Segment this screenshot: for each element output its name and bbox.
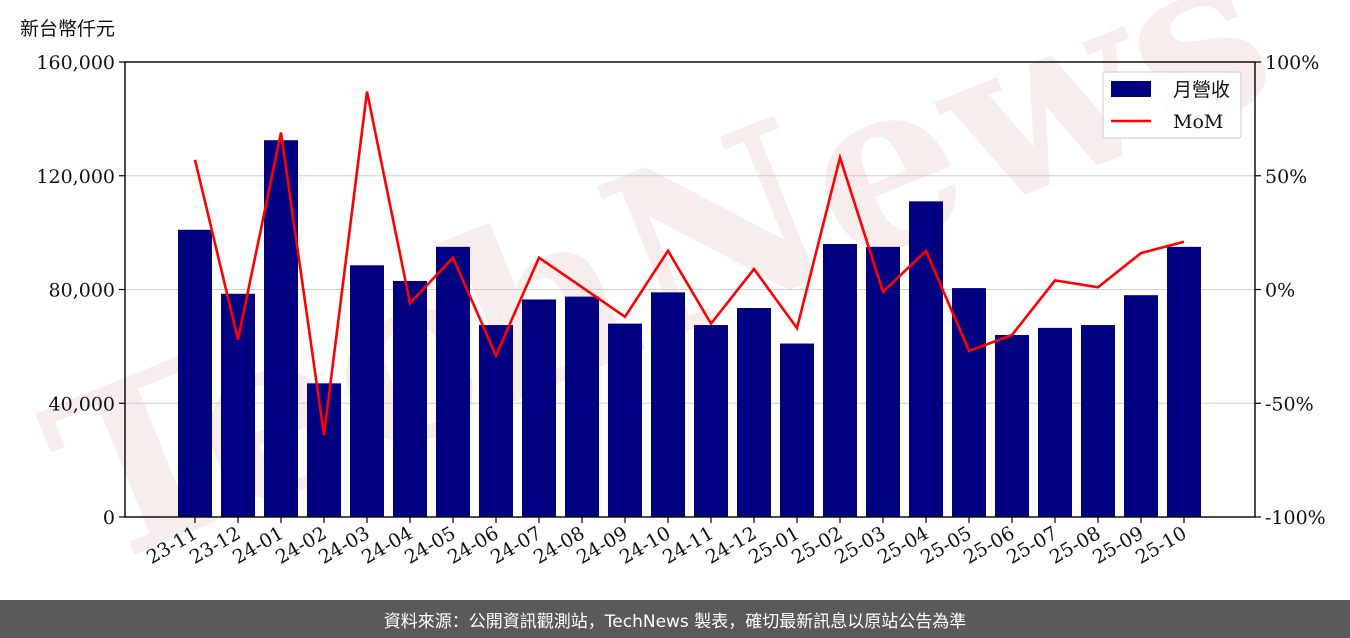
bar-25-08	[1081, 325, 1115, 517]
bar-24-10	[651, 292, 685, 517]
bar-25-07	[1038, 327, 1072, 517]
x-tick-label-25-10: 25-10	[1132, 522, 1190, 568]
bar-24-11	[694, 325, 728, 517]
bar-24-02	[307, 383, 341, 517]
bar-25-10	[1167, 246, 1201, 517]
bar-25-04	[909, 201, 943, 517]
y-right-tick-label: 50%	[1265, 166, 1307, 188]
bar-25-01	[780, 343, 814, 517]
bar-24-09	[608, 323, 642, 517]
y-left-tick-label: 40,000	[49, 393, 115, 415]
bar-25-02	[823, 244, 857, 517]
legend-swatch-bar	[1111, 81, 1151, 97]
legend: 月營收 MoM	[1102, 71, 1242, 139]
bar-24-04	[393, 280, 427, 517]
bar-23-11	[178, 229, 212, 517]
bar-24-07	[522, 299, 556, 517]
bar-24-01	[264, 140, 298, 517]
y-right-tick-label: 100%	[1265, 52, 1319, 74]
bar-24-03	[350, 265, 384, 517]
source-footer: 資料來源：公開資訊觀測站，TechNews 製表，確切最新訊息以原站公告為準	[0, 600, 1350, 638]
bar-25-06	[995, 335, 1029, 517]
mom-line	[193, 91, 1185, 436]
y-right-tick-label: -100%	[1265, 507, 1326, 529]
legend-label-line: MoM	[1173, 111, 1223, 133]
y-left-tick-label: 120,000	[36, 166, 115, 188]
bar-23-12	[221, 293, 255, 517]
bar-24-08	[565, 296, 599, 517]
chart: TechNews 040,00080,000120,000160,000-100…	[15, 0, 1326, 600]
y-right-tick-label: 0%	[1265, 280, 1295, 302]
bar-25-09	[1124, 295, 1158, 517]
y-left-tick-label: 0	[103, 507, 115, 529]
legend-label-bar: 月營收	[1173, 79, 1230, 101]
bar-24-12	[737, 307, 771, 517]
y-left-tick-label: 80,000	[49, 280, 115, 302]
source-text: 資料來源：公開資訊觀測站，TechNews 製表，確切最新訊息以原站公告為準	[383, 611, 967, 632]
bar-24-05	[436, 246, 470, 517]
bar-25-03	[866, 246, 900, 517]
y-left-tick-label: 160,000	[36, 52, 115, 74]
y-unit-label: 新台幣仟元	[20, 18, 116, 40]
mom-line-series	[193, 91, 1185, 436]
y-right-tick-label: -50%	[1265, 393, 1314, 415]
